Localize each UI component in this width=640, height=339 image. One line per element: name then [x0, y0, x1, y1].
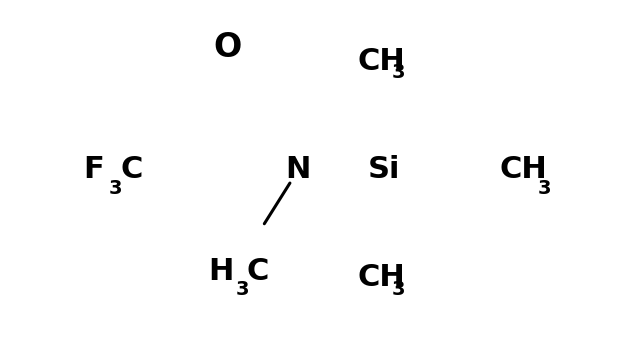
Text: C: C — [246, 257, 269, 286]
Text: H: H — [208, 257, 234, 286]
Text: 3: 3 — [392, 63, 405, 82]
Text: CH: CH — [357, 46, 405, 76]
Text: CH: CH — [357, 263, 405, 293]
Text: 3: 3 — [236, 280, 249, 299]
Text: C: C — [120, 155, 143, 184]
Text: Si: Si — [368, 155, 400, 184]
Text: 3: 3 — [392, 280, 405, 299]
Text: F: F — [83, 155, 104, 184]
Text: CH: CH — [499, 155, 547, 184]
Text: 3: 3 — [538, 179, 551, 198]
Text: N: N — [285, 155, 310, 184]
Text: 3: 3 — [109, 179, 122, 198]
Text: O: O — [213, 31, 241, 64]
